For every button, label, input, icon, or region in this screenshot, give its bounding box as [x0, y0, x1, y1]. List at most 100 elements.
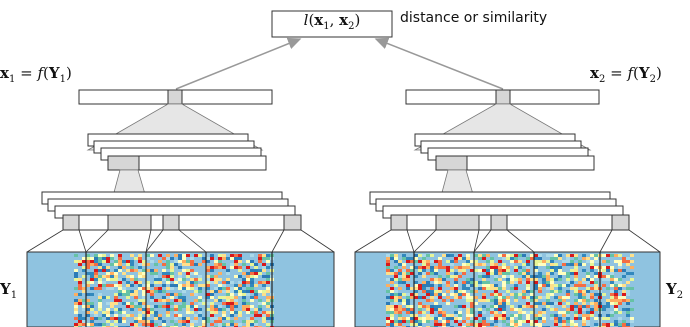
- heatmap-cell: [558, 263, 562, 266]
- heatmap-cell: [74, 287, 78, 290]
- heatmap-cell: [114, 254, 118, 257]
- heatmap-cell: [98, 299, 102, 302]
- heatmap-cell: [150, 278, 154, 281]
- heatmap-cell: [90, 320, 94, 323]
- heatmap-cell: [494, 278, 498, 281]
- heatmap-cell: [174, 293, 178, 296]
- heatmap-cell: [174, 257, 178, 260]
- heatmap-cell: [458, 254, 462, 257]
- heatmap-cell: [126, 323, 130, 326]
- heatmap-cell: [554, 278, 558, 281]
- heatmap-cell: [182, 323, 186, 326]
- heatmap-cell: [114, 290, 118, 293]
- heatmap-cell: [94, 266, 98, 269]
- heatmap-cell: [398, 293, 402, 296]
- heatmap-cell: [498, 263, 502, 266]
- heatmap-cell: [418, 254, 422, 257]
- heatmap-cell: [174, 278, 178, 281]
- heatmap-cell: [442, 299, 446, 302]
- heatmap-cell: [206, 269, 210, 272]
- heatmap-cell: [238, 287, 242, 290]
- heatmap-cell: [214, 257, 218, 260]
- heatmap-cell: [222, 287, 226, 290]
- heatmap-cell: [486, 314, 490, 317]
- heatmap-cell: [562, 263, 566, 266]
- heatmap-cell: [254, 275, 258, 278]
- heatmap-cell: [438, 257, 442, 260]
- heatmap-cell: [186, 260, 190, 263]
- heatmap-cell: [202, 266, 206, 269]
- heatmap-cell: [90, 299, 94, 302]
- heatmap-cell: [174, 323, 178, 326]
- heatmap-cell: [182, 278, 186, 281]
- heatmap-cell: [118, 290, 122, 293]
- heatmap-cell: [142, 311, 146, 314]
- heatmap-cell: [74, 284, 78, 287]
- heatmap-cell: [470, 284, 474, 287]
- heatmap-cell: [602, 311, 606, 314]
- heatmap-cell: [606, 263, 610, 266]
- heatmap-cell: [494, 314, 498, 317]
- heatmap-cell: [74, 290, 78, 293]
- heatmap-cell: [434, 281, 438, 284]
- heatmap-cell: [442, 281, 446, 284]
- heatmap-cell: [126, 269, 130, 272]
- heatmap-cell: [126, 299, 130, 302]
- heatmap-cell: [574, 314, 578, 317]
- heatmap-cell: [94, 308, 98, 311]
- heatmap-cell: [482, 287, 486, 290]
- heatmap-cell: [198, 269, 202, 272]
- heatmap-cell: [450, 275, 454, 278]
- heatmap-cell: [418, 263, 422, 266]
- heatmap-cell: [94, 278, 98, 281]
- heatmap-cell: [402, 260, 406, 263]
- heatmap-cell: [562, 287, 566, 290]
- heatmap-cell: [94, 305, 98, 308]
- heatmap-cell: [426, 290, 430, 293]
- heatmap-cell: [94, 299, 98, 302]
- heatmap-cell: [214, 323, 218, 326]
- heatmap-cell: [130, 260, 134, 263]
- heatmap-cell: [542, 272, 546, 275]
- heatmap-cell: [258, 278, 262, 281]
- heatmap-cell: [630, 278, 634, 281]
- heatmap-cell: [414, 296, 418, 299]
- heatmap-cell: [538, 284, 542, 287]
- heatmap-cell: [258, 254, 262, 257]
- heatmap-cell: [206, 302, 210, 305]
- heatmap-cell: [110, 299, 114, 302]
- heatmap-cell: [138, 260, 142, 263]
- heatmap-cell: [514, 266, 518, 269]
- heatmap-cell: [146, 260, 150, 263]
- heatmap-cell: [202, 269, 206, 272]
- heatmap-cell: [518, 275, 522, 278]
- heatmap-cell: [150, 254, 154, 257]
- heatmap-cell: [506, 299, 510, 302]
- heatmap-cell: [570, 293, 574, 296]
- heatmap-cell: [202, 311, 206, 314]
- heatmap-cell: [126, 308, 130, 311]
- heatmap-cell: [574, 284, 578, 287]
- heatmap-cell: [214, 260, 218, 263]
- heatmap-cell: [606, 275, 610, 278]
- heatmap-cell: [622, 290, 626, 293]
- heatmap-cell: [538, 299, 542, 302]
- heatmap-cell: [118, 302, 122, 305]
- heatmap-cell: [482, 263, 486, 266]
- heatmap-cell: [566, 287, 570, 290]
- heatmap-cell: [570, 311, 574, 314]
- heatmap-cell: [102, 308, 106, 311]
- heatmap-cell: [134, 269, 138, 272]
- heatmap-cell: [174, 272, 178, 275]
- heatmap-cell: [158, 281, 162, 284]
- heatmap-cell: [438, 311, 442, 314]
- heatmap-cell: [102, 275, 106, 278]
- heatmap-cell: [390, 275, 394, 278]
- heatmap-cell: [234, 299, 238, 302]
- heatmap-cell: [86, 299, 90, 302]
- heatmap-cell: [502, 257, 506, 260]
- heatmap-cell: [578, 284, 582, 287]
- heatmap-cell: [546, 293, 550, 296]
- heatmap-cell: [118, 293, 122, 296]
- heatmap-cell: [542, 296, 546, 299]
